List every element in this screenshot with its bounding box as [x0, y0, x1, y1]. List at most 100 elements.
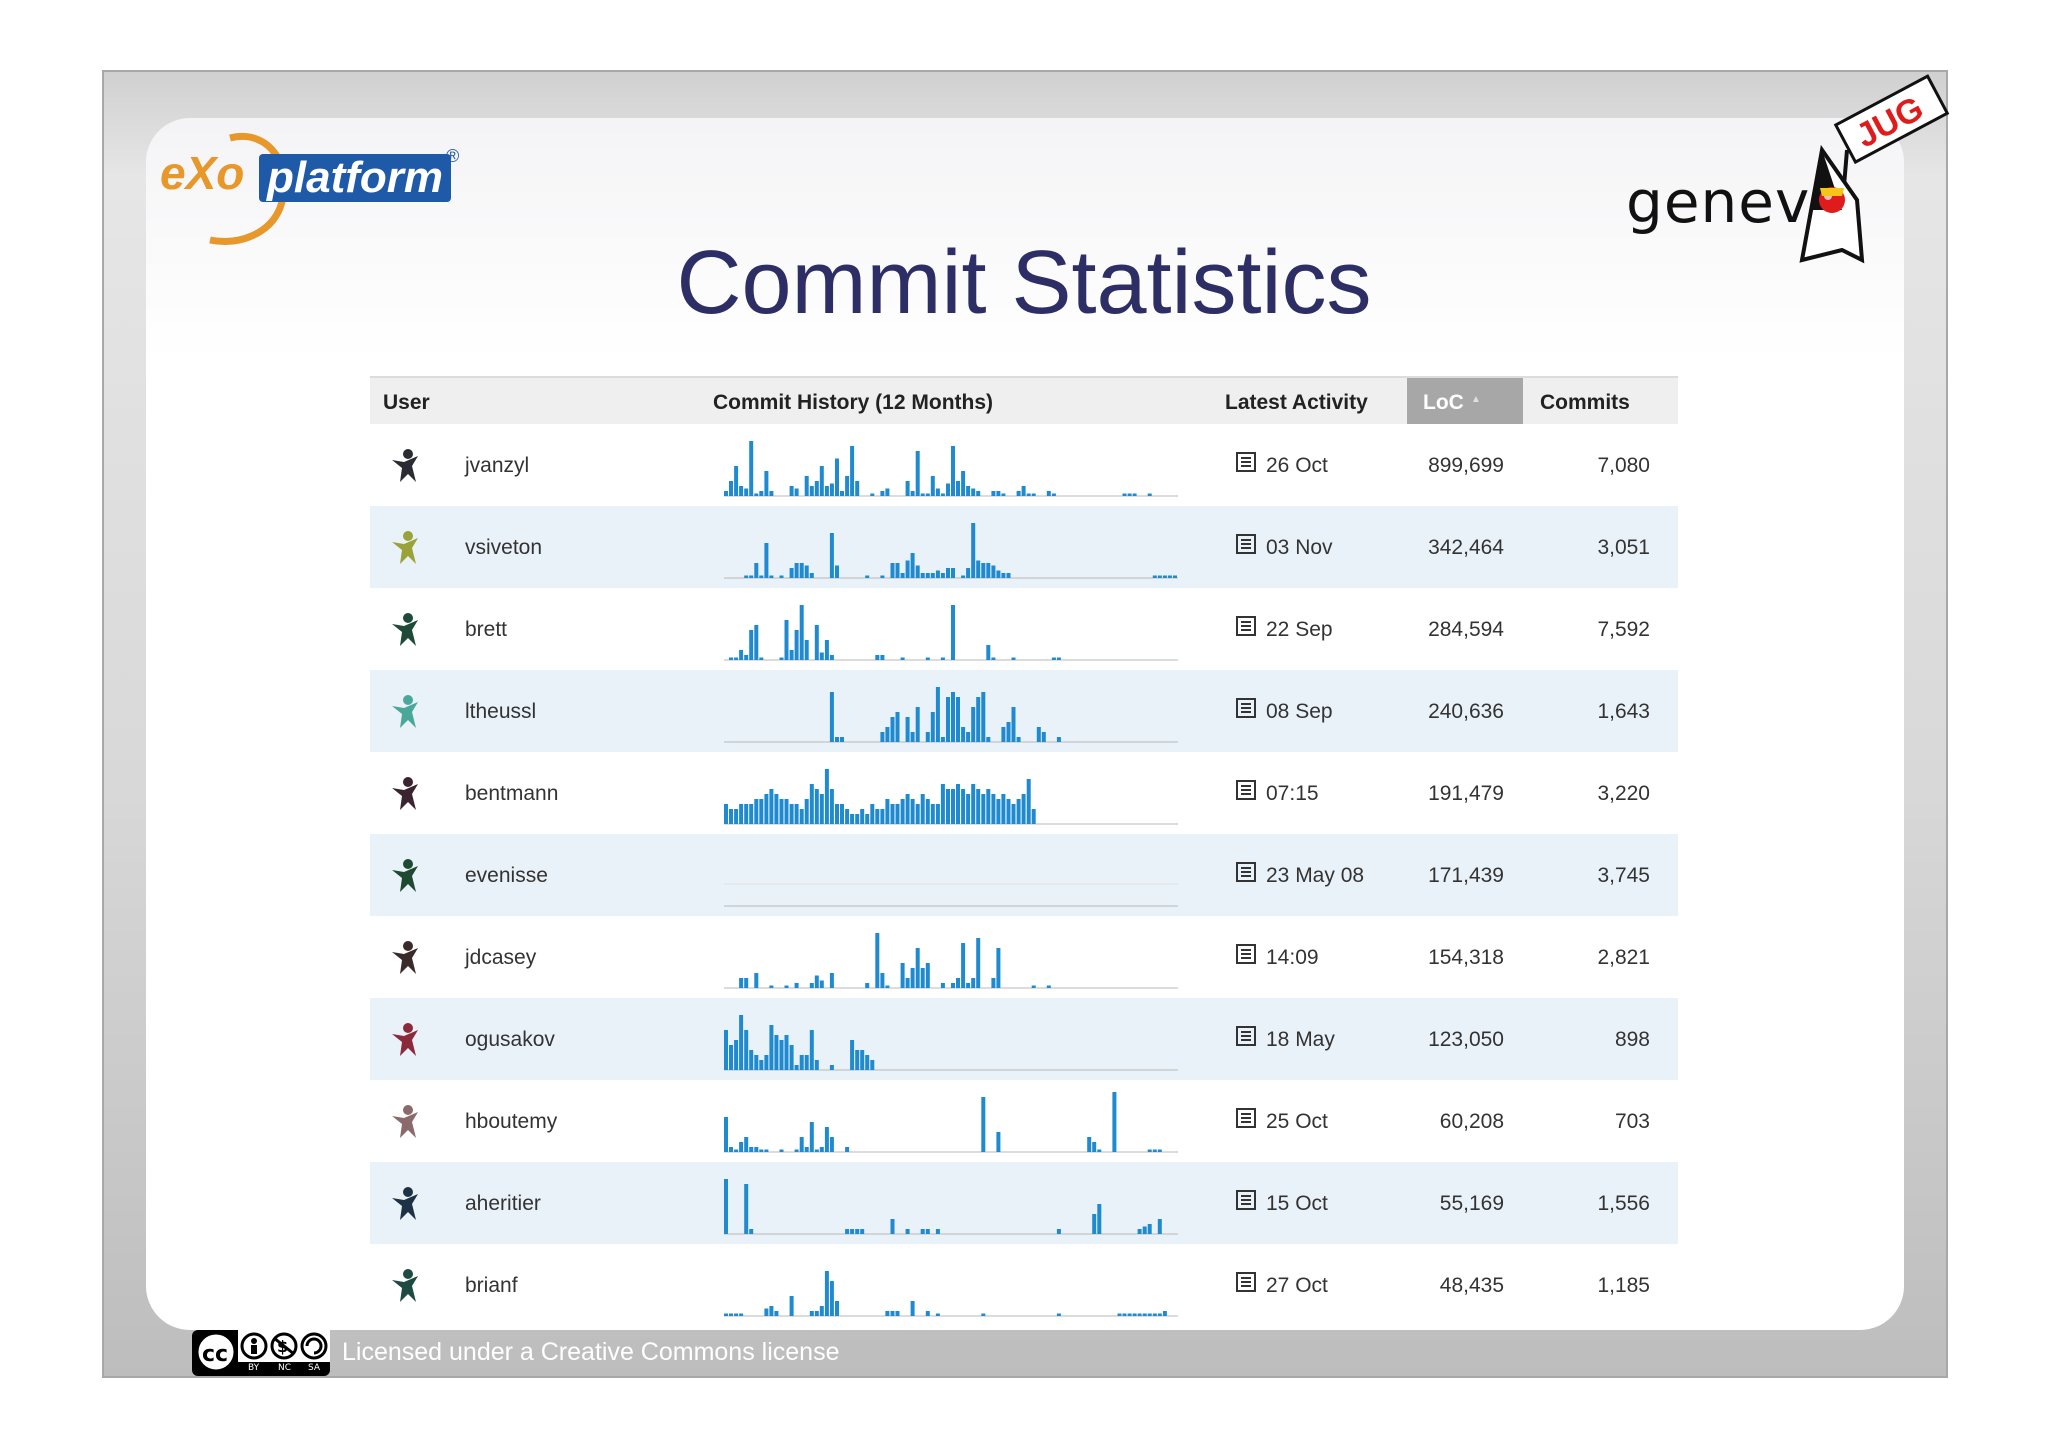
sparkline-bar — [845, 1147, 850, 1152]
sparkline-bar — [1031, 493, 1036, 496]
sparkline-bar — [829, 692, 834, 742]
commit-history-sparkline — [724, 769, 1178, 825]
sparkline-bar — [1142, 1313, 1147, 1316]
header-user[interactable]: User — [383, 391, 430, 414]
sparkline-bar — [905, 794, 910, 824]
user-name-link[interactable]: vsiveton — [465, 536, 543, 559]
sparkline-bar — [981, 692, 986, 742]
activity-log-icon[interactable] — [1236, 1190, 1256, 1210]
sparkline-bar — [794, 1149, 799, 1152]
sparkline-bar — [925, 573, 930, 578]
table-row[interactable]: aheritier 15 Oct 55,169 1,556 — [370, 1162, 1678, 1244]
sparkline-bar — [724, 1313, 728, 1316]
user-name-link[interactable]: jvanzyl — [465, 454, 530, 477]
activity-log-icon[interactable] — [1236, 862, 1256, 882]
sparkline-bar — [865, 1055, 870, 1070]
table-row[interactable]: evenisse 23 May 08 171,439 3,745 — [370, 834, 1678, 916]
sparkline-bar — [971, 707, 976, 742]
table-row[interactable]: ltheussl 08 Sep 240,636 1,643 — [370, 670, 1678, 752]
logo-platform-text: platform — [259, 154, 451, 202]
sparkline-bar — [789, 650, 794, 660]
sparkline-bar — [991, 565, 996, 578]
sparkline-bar — [809, 1122, 814, 1152]
sparkline-bar — [1026, 779, 1031, 824]
user-name-link[interactable]: ogusakov — [465, 1028, 555, 1051]
activity-log-icon[interactable] — [1236, 534, 1256, 554]
user-name-link[interactable]: ltheussl — [465, 700, 537, 723]
sparkline-bar — [961, 575, 966, 578]
sparkline-bar — [845, 476, 850, 496]
sparkline-bar — [925, 1311, 930, 1316]
sparkline-bar — [729, 1147, 733, 1152]
header-loc-label: LoC — [1423, 391, 1464, 414]
activity-log-icon[interactable] — [1236, 1272, 1256, 1292]
sparkline-bar — [794, 804, 799, 824]
header-latest-activity[interactable]: Latest Activity — [1225, 391, 1368, 414]
sparkline-bar — [1021, 486, 1026, 496]
sparkline-bar — [1001, 794, 1006, 824]
user-name-link[interactable]: evenisse — [465, 864, 548, 887]
latest-activity: 14:09 — [1266, 946, 1319, 969]
sparkline-bar — [910, 799, 915, 824]
sparkline-bar — [925, 657, 930, 660]
user-name-link[interactable]: bentmann — [465, 782, 559, 805]
header-loc[interactable]: LoC ▲ — [1407, 378, 1523, 424]
sparkline-bar — [940, 737, 945, 742]
user-name-link[interactable]: jdcasey — [465, 946, 537, 969]
sparkline-bar — [925, 732, 930, 742]
sparkline-bar — [850, 446, 855, 496]
sparkline-bar — [789, 1045, 794, 1070]
sparkline-bar — [880, 575, 885, 578]
loc-value: 171,439 — [1428, 864, 1504, 887]
sparkline-bar — [966, 568, 971, 578]
sparkline-bar — [860, 1229, 865, 1234]
sparkline-bar — [754, 1055, 759, 1070]
activity-log-icon[interactable] — [1236, 1108, 1256, 1128]
sparkline-bar — [754, 973, 759, 988]
table-row[interactable]: jvanzyl 26 Oct 899,699 7,080 — [370, 424, 1678, 506]
sparkline-bar — [754, 1147, 759, 1152]
duke-mascot-icon: JUG — [1799, 74, 1950, 264]
sparkline-bar — [769, 491, 774, 496]
table-row[interactable]: vsiveton 03 Nov 342,464 3,051 — [370, 506, 1678, 588]
activity-log-icon[interactable] — [1236, 452, 1256, 472]
header-commits[interactable]: Commits — [1540, 391, 1630, 414]
sparkline-bar — [829, 973, 834, 988]
user-name-link[interactable]: hboutemy — [465, 1110, 558, 1133]
table-row[interactable]: jdcasey 14:09 154,318 2,821 — [370, 916, 1678, 998]
table-row[interactable]: ogusakov 18 May 123,050 898 — [370, 998, 1678, 1080]
activity-log-icon[interactable] — [1236, 780, 1256, 800]
sparkline-bar — [769, 985, 774, 988]
header-commit-history[interactable]: Commit History (12 Months) — [713, 391, 994, 414]
user-name-link[interactable]: brianf — [465, 1274, 518, 1297]
table-row[interactable]: hboutemy 25 Oct 60,208 703 — [370, 1080, 1678, 1162]
loc-value: 55,169 — [1439, 1192, 1504, 1215]
sparkline-bar — [910, 968, 915, 988]
table-row[interactable]: brett 22 Sep 284,594 7,592 — [370, 588, 1678, 670]
sparkline-bar — [850, 1040, 855, 1070]
table-row[interactable]: bentmann 07:15 191,479 3,220 — [370, 752, 1678, 834]
table-row[interactable]: brianf 27 Oct 48,435 1,185 — [370, 1244, 1678, 1326]
sparkline-bar — [875, 655, 880, 660]
sparkline-bar — [981, 1313, 986, 1316]
user-name-link[interactable]: brett — [465, 618, 508, 641]
activity-log-icon[interactable] — [1236, 1026, 1256, 1046]
activity-log-icon[interactable] — [1236, 698, 1256, 718]
sparkline-bar — [986, 789, 991, 824]
sparkline-bar — [890, 1311, 895, 1316]
sparkline-bar — [1117, 1313, 1122, 1316]
sparkline-bar — [940, 657, 945, 660]
cc-nc-label: NC — [278, 1363, 292, 1373]
sparkline-bar — [951, 605, 955, 660]
sparkline-bar — [829, 655, 834, 660]
sparkline-bar — [900, 573, 905, 578]
user-name-link[interactable]: aheritier — [465, 1192, 541, 1215]
sparkline-bar — [845, 1229, 850, 1234]
sparkline-bar — [789, 1296, 794, 1316]
activity-log-icon[interactable] — [1236, 944, 1256, 964]
sparkline-bar — [991, 657, 996, 660]
sparkline-bar — [1001, 493, 1006, 496]
sparkline-bar — [925, 1229, 930, 1234]
sparkline-bar — [784, 620, 789, 660]
activity-log-icon[interactable] — [1236, 616, 1256, 636]
